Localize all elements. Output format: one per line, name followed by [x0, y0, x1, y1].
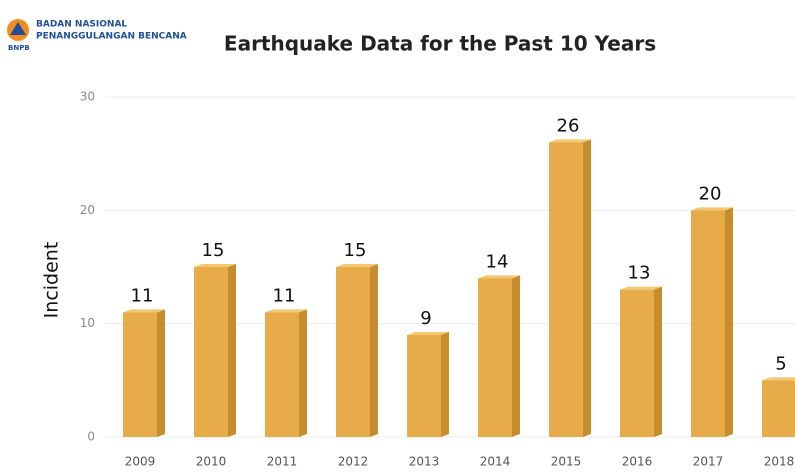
bar-side	[512, 275, 520, 437]
logo-icon-inner	[10, 22, 26, 35]
bar	[407, 335, 441, 437]
bar-top	[762, 377, 795, 381]
value-label: 11	[131, 285, 154, 306]
value-label: 9	[420, 308, 431, 329]
x-tick-label: 2017	[693, 455, 724, 469]
x-tick-label: 2014	[480, 455, 511, 469]
value-label: 26	[557, 115, 580, 136]
bar	[194, 267, 228, 437]
bar-top	[336, 264, 378, 267]
value-label: 14	[486, 251, 509, 272]
x-tick-label: 2012	[338, 455, 369, 469]
bar-side	[370, 264, 378, 437]
bar-side	[157, 309, 165, 437]
x-tick-label: 2011	[267, 455, 298, 469]
bar-top	[549, 139, 591, 143]
logo-line2: PENANGGULANGAN BENCANA	[36, 32, 187, 42]
chart-title: Earthquake Data for the Past 10 Years	[224, 32, 656, 56]
value-label: 20	[699, 183, 722, 204]
bar-top	[194, 264, 236, 267]
y-tick-label: 20	[80, 203, 95, 217]
bar	[336, 267, 370, 437]
x-tick-label: 2010	[196, 455, 227, 469]
y-tick-label: 10	[80, 316, 95, 330]
bar	[265, 312, 299, 437]
bar-side	[299, 309, 307, 437]
logo-abbr: BNPB	[8, 44, 30, 52]
logo: BADAN NASIONAL PENANGGULANGAN BENCANA BN…	[7, 19, 187, 52]
bar-side	[441, 332, 449, 437]
y-tick-label: 0	[87, 430, 95, 444]
x-tick-label: 2013	[409, 455, 440, 469]
bar-top	[123, 309, 165, 313]
x-tick-label: 2018	[764, 455, 795, 469]
value-label: 11	[273, 285, 296, 306]
bar-top	[691, 207, 733, 211]
x-tick-label: 2016	[622, 455, 653, 469]
bar-side	[725, 207, 733, 437]
x-tick-label: 2015	[551, 455, 582, 469]
bar-top	[478, 275, 520, 279]
bar	[549, 142, 583, 438]
y-axis-label: Incident	[41, 242, 63, 319]
logo-line1: BADAN NASIONAL	[36, 20, 127, 30]
bar-top	[265, 309, 307, 313]
bar	[478, 278, 512, 437]
bar-side	[583, 139, 591, 438]
x-tick-label: 2009	[125, 455, 156, 469]
bar-top	[407, 332, 449, 335]
bar-top	[620, 286, 662, 290]
bar	[123, 312, 157, 437]
value-label: 15	[344, 240, 367, 261]
bar	[620, 289, 654, 437]
bar	[691, 210, 725, 437]
value-label: 13	[628, 263, 651, 284]
y-tick-label: 30	[80, 90, 95, 104]
bar-side	[228, 264, 236, 437]
value-label: 5	[775, 353, 786, 374]
bar	[762, 380, 795, 437]
value-label: 15	[202, 240, 225, 261]
bar-side	[654, 286, 662, 437]
